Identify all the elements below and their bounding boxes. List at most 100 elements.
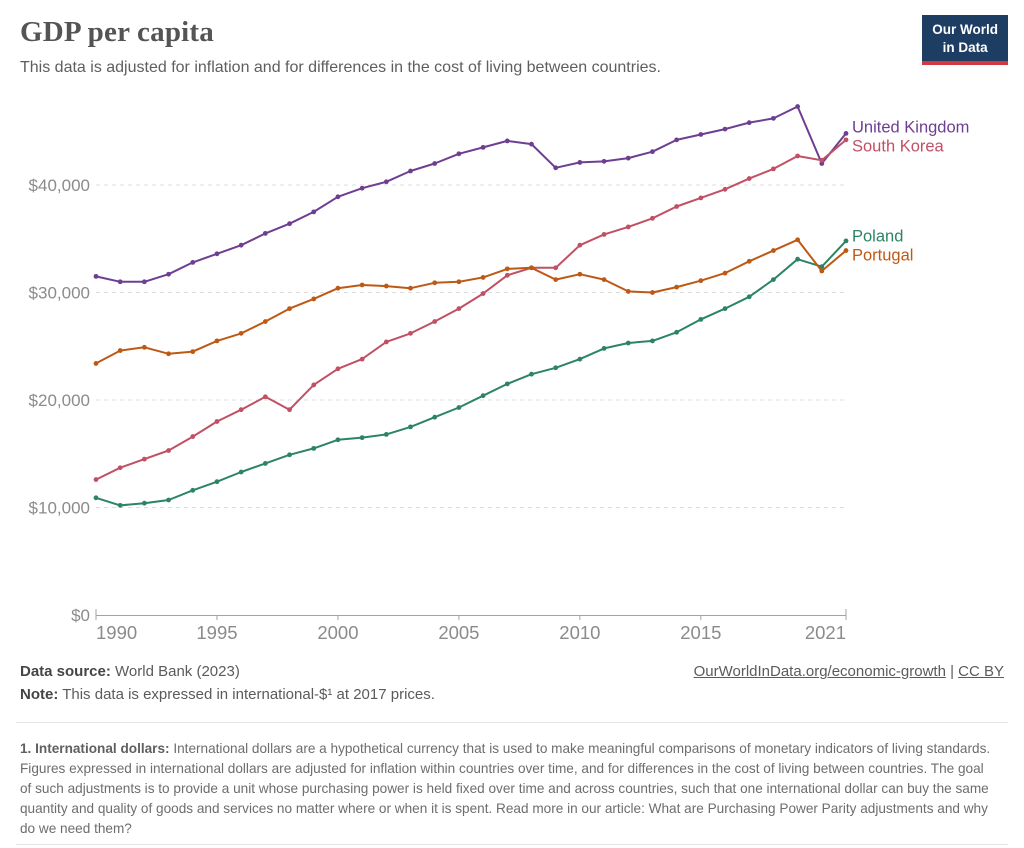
data-point-portugal [335, 285, 341, 291]
data-point-south-korea [456, 306, 462, 312]
data-point-poland [674, 329, 680, 335]
data-point-united-kingdom [650, 149, 655, 155]
y-tick-label: $20,000 [29, 391, 90, 410]
data-point-portugal [190, 349, 196, 355]
data-point-united-kingdom [93, 273, 99, 279]
x-tick-label: 2005 [438, 622, 479, 643]
data-point-portugal [819, 268, 825, 274]
data-point-united-kingdom [456, 151, 462, 157]
data-point-poland [698, 316, 704, 322]
owid-logo[interactable]: Our World in Data [922, 15, 1008, 66]
series-line-united-kingdom[interactable] [95, 105, 847, 283]
data-point-south-korea [650, 215, 655, 221]
data-point-portugal [746, 258, 752, 264]
data-point-portugal [504, 266, 510, 272]
data-point-united-kingdom [625, 155, 631, 161]
footer-source-row: Data source: World Bank (2023) OurWorldI… [20, 663, 1004, 680]
series-line-south-korea[interactable] [95, 138, 847, 481]
data-point-poland [843, 238, 849, 244]
data-point-portugal [359, 282, 365, 288]
x-tick-label: 2021 [805, 622, 846, 643]
owid-article-link[interactable]: OurWorldInData.org/economic-growth [693, 663, 946, 680]
data-point-poland [166, 497, 171, 503]
owid-logo-line2: in Data [942, 39, 988, 55]
data-point-united-kingdom [504, 138, 510, 144]
series-line-poland[interactable] [95, 239, 847, 507]
data-point-poland [311, 445, 317, 451]
data-point-united-kingdom [311, 209, 317, 215]
x-tick-label: 1995 [196, 622, 237, 643]
data-point-south-korea [359, 356, 365, 362]
data-point-portugal [287, 306, 292, 312]
data-point-united-kingdom [746, 120, 752, 126]
data-point-portugal [311, 296, 317, 302]
data-point-portugal [650, 290, 655, 295]
data-point-portugal [625, 289, 631, 294]
data-point-united-kingdom [577, 160, 583, 165]
data-point-united-kingdom [335, 194, 341, 200]
data-point-united-kingdom [529, 141, 534, 147]
note-label: Note: [20, 686, 59, 703]
data-point-portugal [432, 280, 438, 286]
data-point-south-korea [480, 291, 486, 296]
data-point-south-korea [408, 330, 413, 336]
data-point-poland [214, 479, 220, 485]
data-point-united-kingdom [432, 161, 438, 166]
x-tick-label: 2015 [680, 622, 721, 643]
chart-subtitle: This data is adjusted for inflation and … [20, 59, 661, 76]
data-point-poland [529, 371, 534, 377]
data-point-south-korea [311, 382, 317, 388]
data-point-south-korea [190, 434, 196, 439]
series-label-united-kingdom[interactable]: United Kingdom [852, 119, 969, 137]
data-source-label: Data source: [20, 663, 111, 680]
data-point-portugal [262, 319, 268, 324]
data-point-poland [795, 256, 801, 262]
data-point-portugal [117, 348, 123, 353]
data-point-portugal [238, 330, 244, 336]
series-label-portugal[interactable]: Portugal [852, 247, 913, 265]
series-line-portugal[interactable] [95, 238, 847, 365]
data-point-united-kingdom [287, 221, 292, 227]
y-tick-label: $10,000 [29, 499, 90, 518]
data-point-poland [504, 381, 510, 387]
data-point-south-korea [504, 272, 510, 278]
data-point-south-korea [698, 195, 704, 201]
page-title: GDP per capita [20, 16, 214, 48]
data-point-united-kingdom [553, 165, 559, 171]
chart-header: GDP per capita This data is adjusted for… [20, 16, 904, 77]
data-point-portugal [843, 248, 849, 253]
data-point-poland [456, 405, 462, 410]
data-point-poland [577, 356, 583, 362]
series-label-south-korea[interactable]: South Korea [852, 138, 945, 156]
data-point-poland [625, 340, 631, 346]
data-point-poland [383, 432, 389, 437]
data-point-united-kingdom [722, 126, 728, 132]
series-label-poland[interactable]: Poland [852, 228, 903, 246]
data-point-united-kingdom [383, 179, 389, 185]
data-point-united-kingdom [771, 115, 776, 121]
data-point-portugal [214, 338, 220, 344]
data-point-portugal [408, 285, 413, 291]
data-point-poland [238, 469, 244, 475]
license-link[interactable]: CC BY [958, 663, 1004, 680]
data-source: Data source: World Bank (2023) [20, 663, 240, 680]
data-point-portugal [722, 270, 728, 276]
data-point-south-korea [553, 265, 559, 271]
data-point-south-korea [432, 319, 438, 324]
data-point-south-korea [722, 186, 728, 192]
data-point-united-kingdom [698, 132, 704, 137]
data-point-poland [262, 461, 268, 466]
data-point-portugal [771, 248, 776, 253]
data-point-poland [93, 495, 99, 501]
data-point-south-korea [141, 456, 147, 462]
data-point-poland [141, 500, 147, 506]
data-point-united-kingdom [190, 260, 196, 265]
data-point-poland [432, 414, 438, 420]
data-point-portugal [553, 277, 559, 282]
data-point-south-korea [601, 232, 607, 237]
data-point-united-kingdom [238, 242, 244, 248]
data-point-south-korea [214, 419, 220, 424]
data-point-south-korea [166, 448, 171, 453]
data-point-poland [287, 452, 292, 458]
